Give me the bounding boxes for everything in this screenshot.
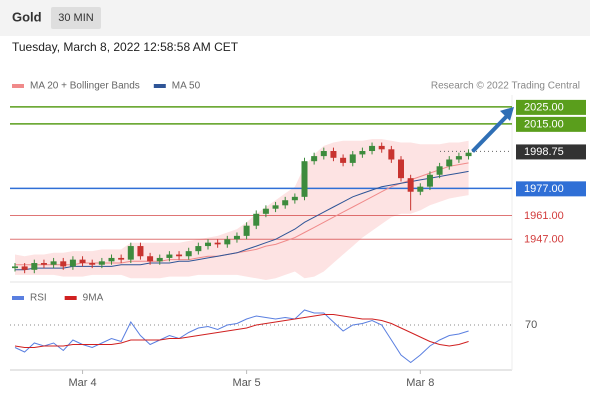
moving-average [15, 162, 469, 266]
candle-body [426, 174, 433, 187]
candle-body [176, 254, 183, 257]
level-label: 2025.00 [524, 101, 564, 113]
level-box [516, 181, 586, 197]
candle-body [349, 154, 356, 163]
projection-arrowhead [500, 106, 514, 121]
candle-body [60, 261, 67, 267]
candle-body [50, 261, 57, 265]
candle-body [214, 242, 221, 245]
legend-swatch [12, 84, 24, 88]
projection-arrow [471, 113, 510, 153]
level-label: 1961.00 [524, 210, 564, 222]
source: Research © 2022 Trading Central [431, 81, 580, 92]
candle-body [137, 246, 144, 257]
candle-body [262, 208, 269, 214]
candle-body [320, 151, 327, 157]
candle-body [465, 152, 472, 157]
candle-body [340, 157, 347, 163]
candle-body [69, 259, 76, 267]
last-price-label: 1998.75 [524, 146, 564, 158]
level-box [516, 116, 586, 132]
timeframe-badge[interactable] [51, 7, 101, 29]
candle-body [291, 196, 298, 201]
timeframe[interactable]: 30 MIN [58, 12, 94, 24]
candle-body [89, 263, 96, 265]
candle-body [40, 263, 47, 265]
symbol: Gold [12, 9, 42, 24]
level-label: 2015.00 [524, 118, 564, 130]
candle-body [79, 259, 86, 264]
rsi-line [14, 314, 469, 348]
level-box [516, 99, 586, 115]
candle-body [388, 149, 395, 160]
legend-label: 9MA [83, 293, 104, 304]
candle-body [398, 159, 404, 179]
candle-body [359, 151, 366, 155]
candle-body [311, 156, 318, 162]
rsi-tick-label: 70 [525, 319, 537, 331]
candle-body [185, 251, 192, 257]
candle-body [282, 200, 289, 206]
level-label: 1977.00 [524, 183, 564, 195]
subtitle: Tuesday, March 8, 2022 12:58:58 AM CET [12, 40, 239, 54]
moving-average [15, 170, 469, 271]
candle-body [378, 145, 385, 150]
candle-body [21, 266, 28, 270]
candle-body [436, 166, 443, 175]
x-tick-label: Mar 4 [68, 377, 96, 389]
bollinger-band [15, 139, 469, 280]
candle-body [272, 205, 279, 209]
candle-body [407, 178, 414, 192]
candle-body [127, 246, 134, 260]
candle-body [330, 151, 337, 158]
x-tick-label: Mar 5 [233, 377, 261, 389]
candle-body [455, 156, 462, 160]
legend-swatch [12, 296, 24, 300]
legend-label: MA 50 [172, 81, 201, 92]
candle-body [417, 186, 424, 192]
candle-body [369, 145, 376, 152]
level-label: 1947.00 [524, 234, 564, 246]
candle-body [253, 213, 260, 226]
candle-body [243, 225, 250, 236]
candle-body [166, 254, 173, 258]
candle-body [98, 261, 105, 265]
candle-body [156, 257, 163, 262]
last-price-box [516, 144, 586, 160]
candle-body [147, 256, 154, 262]
candle-body [301, 161, 308, 197]
legend-label: MA 20 + Bollinger Bands [30, 81, 140, 92]
candle-body [224, 239, 231, 245]
legend-swatch [64, 296, 77, 300]
candle-body [31, 263, 38, 270]
legend-swatch [153, 84, 166, 88]
candle-body [108, 257, 115, 262]
x-tick-label: Mar 8 [406, 377, 434, 389]
candle-body [446, 159, 453, 167]
candle-body [205, 242, 211, 247]
candle-body [195, 246, 202, 252]
rsi-line [14, 309, 469, 364]
candle-body [233, 235, 240, 240]
candle-body [118, 257, 125, 260]
legend-label: RSI [30, 293, 47, 304]
candle-body [12, 266, 18, 269]
